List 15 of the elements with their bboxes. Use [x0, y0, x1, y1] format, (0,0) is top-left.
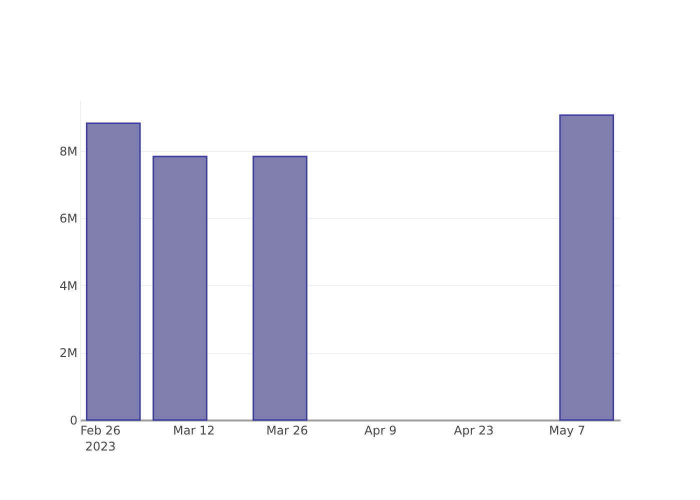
- y-tick-label: 4M: [60, 278, 78, 293]
- x-tick-label: Apr 23: [454, 424, 494, 438]
- x-tick-label: Apr 9: [364, 424, 397, 438]
- y-tick-label: 2M: [60, 346, 78, 360]
- bar: [152, 156, 208, 421]
- y-tick-label: 6M: [60, 212, 78, 226]
- bar: [86, 122, 141, 421]
- bar: [252, 156, 308, 421]
- y-tick-label: 8M: [60, 144, 78, 158]
- x-tick-label: Mar 26: [266, 424, 308, 438]
- x-tick-label: Mar 12: [172, 424, 215, 438]
- y-tick-label: 0: [70, 414, 78, 428]
- bar: [559, 114, 614, 421]
- x-tick-label: Feb 26 2023: [80, 424, 121, 454]
- x-tick-label: May 7: [549, 424, 586, 438]
